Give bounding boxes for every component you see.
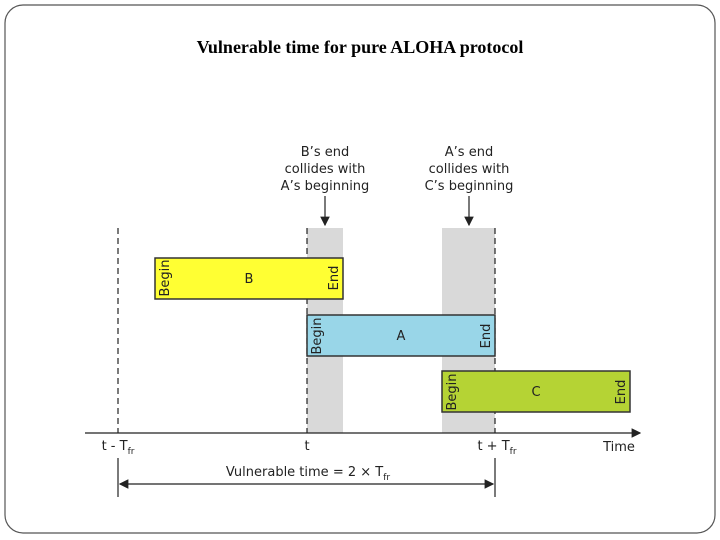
- frame-begin: Begin: [158, 259, 173, 296]
- tick-sub: fr: [128, 447, 135, 457]
- vulnerable-label: Vulnerable time = 2 × Tfr: [226, 465, 390, 483]
- annotation-line: C’s beginning: [425, 179, 514, 194]
- annotation-line: A’s end: [445, 145, 493, 160]
- frame-end: End: [479, 324, 494, 349]
- title: Vulnerable time for pure ALOHA protocol: [197, 37, 524, 57]
- tick-main: t + T: [477, 439, 509, 454]
- annotation-line: collides with: [285, 162, 366, 177]
- frame-end: End: [614, 380, 629, 405]
- axis-label: Time: [602, 440, 635, 455]
- frame-begin: Begin: [445, 373, 460, 410]
- frame-a: A Begin End: [306, 314, 496, 357]
- tick-main: t - T: [102, 439, 128, 454]
- tick-label: t: [304, 439, 309, 454]
- frame-begin: Begin: [310, 317, 325, 354]
- frame-label: B: [245, 272, 254, 287]
- frame-label: A: [397, 329, 406, 344]
- annotation-line: A’s beginning: [281, 179, 370, 194]
- annotation-line: B’s end: [301, 145, 349, 160]
- frame-c: C Begin End: [441, 370, 631, 413]
- frame-end: End: [327, 266, 342, 291]
- tick-label: t - Tfr: [102, 439, 135, 457]
- annotation: B’s end collides with A’s beginning A’s …: [281, 145, 514, 194]
- frame-b: B Begin End: [154, 257, 344, 300]
- tick-label: t + Tfr: [477, 439, 516, 457]
- frame-box: [154, 257, 344, 300]
- annotation-line: collides with: [429, 162, 510, 177]
- vulnerable-main: Vulnerable time = 2 × T: [226, 465, 383, 480]
- tick-sub: fr: [510, 447, 517, 457]
- frame-box: [306, 314, 496, 357]
- frame-box: [441, 370, 631, 413]
- frame-label: C: [531, 385, 540, 400]
- vulnerable-sub: fr: [383, 473, 390, 483]
- axis-labels: t - Tfr t t + Tfr Time: [102, 439, 635, 457]
